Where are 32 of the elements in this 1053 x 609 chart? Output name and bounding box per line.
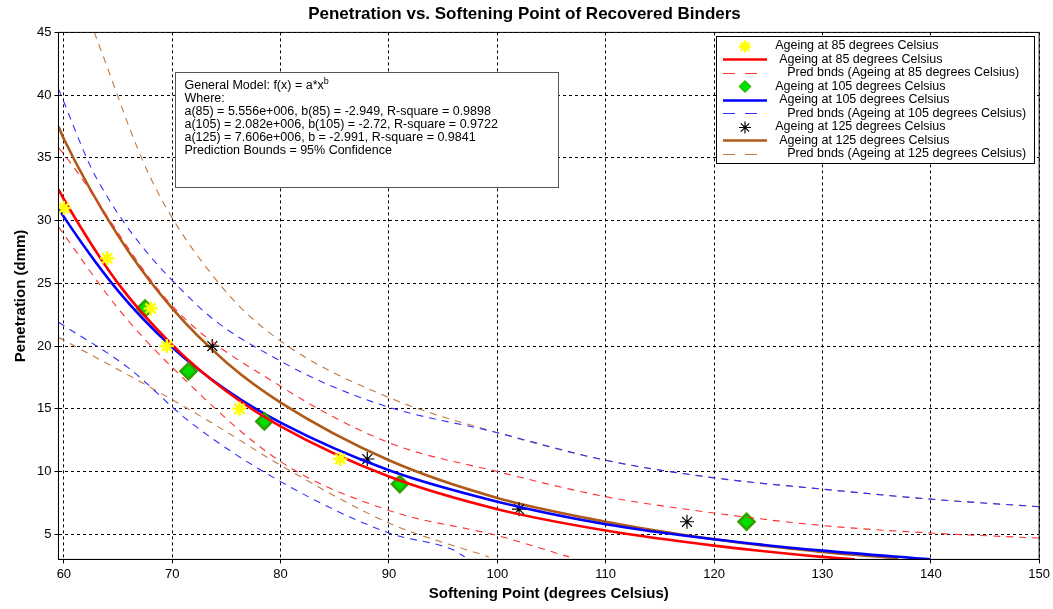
legend-label: Ageing at 105 degrees Celsius bbox=[779, 92, 950, 107]
legend-label: Ageing at 85 degrees Celsius bbox=[779, 51, 943, 67]
y-tick-label: 40 bbox=[36, 86, 52, 102]
legend-label: Ageing at 125 degrees Celsius bbox=[779, 132, 950, 148]
x-tick-label: 120 bbox=[703, 565, 725, 581]
y-tick-label: 35 bbox=[36, 149, 52, 165]
legend-label: Pred bnds (Ageing at 85 degrees Celsius) bbox=[787, 65, 1020, 80]
y-tick-label: 15 bbox=[36, 400, 52, 416]
x-tick-label: 150 bbox=[1028, 565, 1051, 581]
legend-label: Ageing at 105 degrees Celsius bbox=[775, 78, 946, 94]
x-tick-label: 140 bbox=[919, 565, 942, 581]
legend-label: Pred bnds (Ageing at 125 degrees Celsius) bbox=[787, 146, 1027, 161]
x-tick-label: 130 bbox=[811, 565, 834, 581]
x-tick-label: 110 bbox=[595, 565, 617, 581]
legend-label: Ageing at 85 degrees Celsius bbox=[775, 38, 939, 53]
y-tick-label: 20 bbox=[36, 337, 52, 353]
chart-title: Penetration vs. Softening Point of Recovered Binders bbox=[308, 3, 741, 23]
x-tick-label: 80 bbox=[273, 565, 288, 581]
y-axis-title: Penetration (dmm) bbox=[11, 229, 29, 363]
y-tick-label: 25 bbox=[36, 274, 52, 290]
note-box: General Model: f(x) = a*x$^{b}$ Where: a(85) = 5.556e+006, b(85) = -2.949, R-square = 0.9898 a(105) = 2.082e+006, b(105) = -2.72, R-square = 0.9722 a(125) = 7.606e+006, b = -2.991, R-square = 0.9841 Prediction Bounds = 95% Confidence bbox=[175, 72, 559, 189]
y-tick-label: 10 bbox=[36, 463, 52, 479]
x-tick-label: 90 bbox=[381, 565, 397, 581]
x-tick-label: 70 bbox=[165, 565, 180, 581]
y-tick-label: 45 bbox=[36, 23, 52, 39]
x-tick-label: 60 bbox=[56, 565, 72, 581]
legend-label: Pred bnds (Ageing at 105 degrees Celsius) bbox=[787, 105, 1027, 121]
x-axis-title: Softening Point (degrees Celsius) bbox=[428, 584, 669, 602]
legend-label: Ageing at 125 degrees Celsius bbox=[775, 119, 946, 134]
y-tick-label: 5 bbox=[44, 525, 52, 541]
x-tick-label: 100 bbox=[486, 565, 509, 581]
y-tick-label: 30 bbox=[36, 212, 52, 228]
